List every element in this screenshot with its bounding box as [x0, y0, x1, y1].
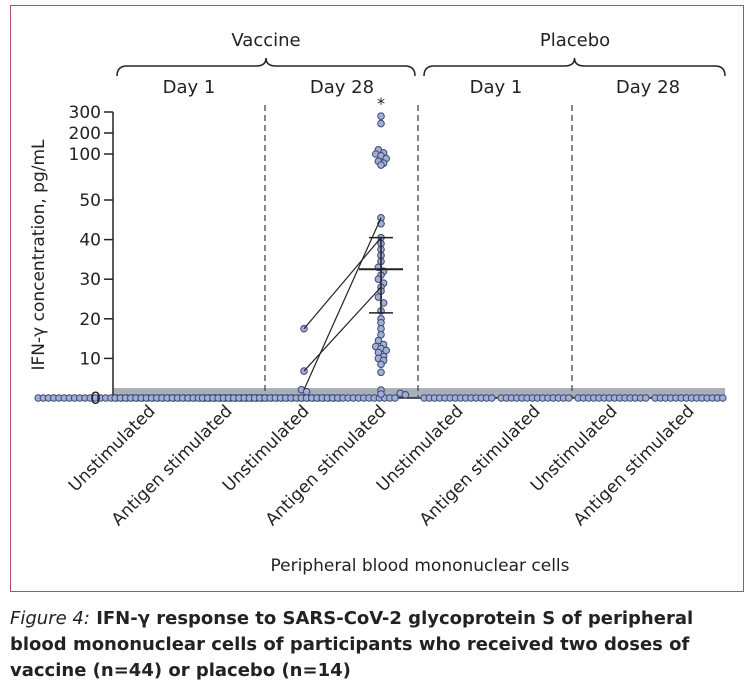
placebo-brace — [423, 57, 726, 77]
lloq-band — [113, 388, 725, 398]
paired-line-0 — [303, 237, 382, 330]
figure-frame — [10, 5, 744, 592]
placebo-cat0-point-13 — [488, 394, 496, 402]
day-label-0: Day 1 — [163, 77, 216, 98]
paired-line-1 — [303, 286, 382, 372]
y-tick-label-0: 0 — [90, 389, 101, 409]
y-tick-label-200: 200 — [69, 124, 101, 144]
figure-label: Figure 4: — [10, 608, 90, 629]
y-tick-label-100: 100 — [69, 145, 101, 165]
vaccine-cat2-point-37 — [391, 394, 399, 402]
vaccine-cat3-point-40 — [377, 360, 385, 369]
vaccine-cat3-point-43 — [377, 390, 385, 398]
y-tick-label-300: 300 — [69, 103, 101, 123]
vaccine-cat3-point-9 — [377, 161, 385, 169]
day-label-1: Day 28 — [310, 77, 374, 98]
y-tick-label-40: 40 — [79, 231, 101, 251]
y-tick-label-10: 10 — [79, 349, 101, 369]
vaccine-cat3-point-1 — [377, 119, 385, 128]
vaccine-cat3-point-41 — [377, 368, 385, 377]
vaccine-cat2-point-43 — [401, 391, 410, 399]
placebo-cat2-point-13 — [642, 394, 650, 402]
figure-caption: Figure 4: IFN-γ response to SARS-CoV-2 g… — [10, 606, 748, 684]
placebo-cat3-point-13 — [719, 394, 727, 402]
group-label-vaccine: Vaccine — [231, 30, 300, 51]
day-label-2: Day 1 — [470, 77, 523, 98]
y-tick-label-50: 50 — [79, 191, 101, 211]
group-label-placebo: Placebo — [540, 30, 610, 51]
x-axis-label: Peripheral blood mononuclear cells — [270, 556, 569, 576]
y-tick-label-20: 20 — [79, 310, 101, 330]
vaccine-brace — [116, 57, 416, 77]
y-tick-label-30: 30 — [79, 270, 101, 290]
paired-line-2 — [303, 217, 382, 390]
vaccine-cat3-point-0 — [377, 112, 385, 120]
day-label-3: Day 28 — [616, 77, 680, 98]
y-axis-label: IFN-γ concentration, pg/mL — [29, 139, 49, 371]
figure-caption-text: IFN-γ response to SARS-CoV-2 glycoprotei… — [10, 608, 694, 681]
placebo-cat1-point-13 — [565, 394, 573, 402]
significance-marker: * — [377, 94, 385, 113]
